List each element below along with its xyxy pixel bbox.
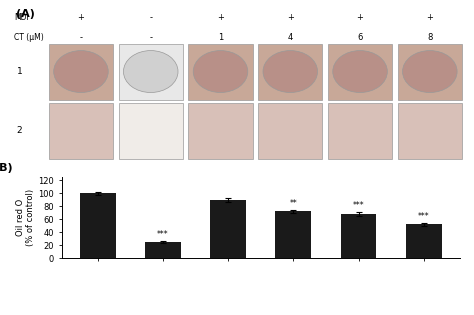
Y-axis label: Oil red O
(% of control): Oil red O (% of control) xyxy=(16,189,36,246)
Text: -: - xyxy=(149,13,152,22)
Text: +: + xyxy=(217,13,224,22)
Ellipse shape xyxy=(402,51,457,93)
Ellipse shape xyxy=(263,51,318,93)
Text: 4: 4 xyxy=(288,33,293,42)
Text: (A): (A) xyxy=(17,9,36,20)
FancyBboxPatch shape xyxy=(258,43,322,100)
FancyBboxPatch shape xyxy=(258,103,322,158)
Ellipse shape xyxy=(123,51,178,93)
Text: (B): (B) xyxy=(0,163,12,173)
FancyBboxPatch shape xyxy=(49,43,113,100)
FancyBboxPatch shape xyxy=(118,103,183,158)
Bar xyxy=(406,225,442,258)
Ellipse shape xyxy=(54,51,108,93)
FancyBboxPatch shape xyxy=(328,103,392,158)
Text: 2: 2 xyxy=(17,126,22,135)
FancyBboxPatch shape xyxy=(328,43,392,100)
FancyBboxPatch shape xyxy=(49,103,113,158)
Bar xyxy=(145,242,181,258)
FancyBboxPatch shape xyxy=(398,103,462,158)
Text: 1: 1 xyxy=(17,67,22,76)
Ellipse shape xyxy=(333,51,387,93)
FancyBboxPatch shape xyxy=(118,43,183,100)
Text: ***: *** xyxy=(157,230,169,239)
Text: +: + xyxy=(356,13,364,22)
Text: +: + xyxy=(287,13,294,22)
FancyBboxPatch shape xyxy=(188,43,253,100)
Text: ***: *** xyxy=(418,212,429,221)
Text: 1: 1 xyxy=(218,33,223,42)
Bar xyxy=(80,193,116,258)
FancyBboxPatch shape xyxy=(398,43,462,100)
Bar xyxy=(275,211,311,258)
Text: -: - xyxy=(80,33,82,42)
Text: -: - xyxy=(149,33,152,42)
Text: +: + xyxy=(78,13,84,22)
Text: ***: *** xyxy=(353,202,365,210)
Bar xyxy=(341,214,376,258)
Text: 8: 8 xyxy=(427,33,432,42)
Text: MDI: MDI xyxy=(14,13,29,22)
Text: 6: 6 xyxy=(357,33,363,42)
Text: **: ** xyxy=(290,199,297,208)
Bar xyxy=(210,200,246,258)
Text: CT (μM): CT (μM) xyxy=(14,33,44,42)
Text: +: + xyxy=(427,13,433,22)
FancyBboxPatch shape xyxy=(188,103,253,158)
Ellipse shape xyxy=(193,51,248,93)
